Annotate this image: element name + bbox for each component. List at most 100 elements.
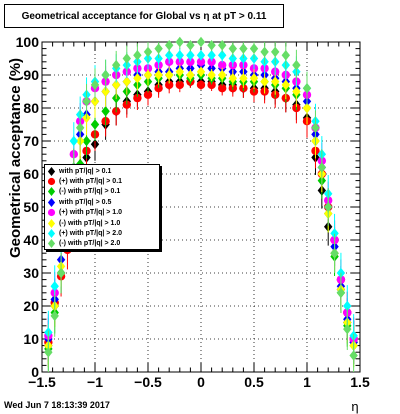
data-point [154, 53, 163, 64]
legend-marker [47, 197, 56, 207]
legend-marker-shape [47, 187, 56, 197]
data-point [302, 82, 312, 94]
data-point [175, 80, 184, 90]
series-8 [44, 36, 358, 372]
data-point [207, 69, 216, 81]
legend-label: (+) with pT/|q| > 1.0 [59, 209, 123, 217]
data-point [122, 76, 131, 87]
data-point [56, 267, 66, 279]
data-point [260, 46, 269, 58]
legend-entry: (+) with pT/|q| > 1.0 [47, 208, 157, 218]
y-tick-label: 10 [23, 331, 39, 347]
data-point [311, 122, 320, 134]
legend-entry: with pT/|q| > 0.5 [47, 197, 157, 207]
data-point [90, 79, 100, 91]
legend-label: with pT/|q| > 0.5 [59, 198, 112, 206]
data-point [249, 73, 259, 84]
data-point [218, 69, 227, 81]
legend-entry: (+) with pT/|q| > 0.1 [47, 176, 157, 186]
y-tick-label: 0 [31, 364, 39, 380]
data-point [281, 79, 290, 91]
legend-marker-shape [47, 166, 56, 176]
data-point [186, 63, 195, 74]
y-tick-label: 60 [23, 166, 39, 182]
data-point [186, 49, 195, 61]
data-point [101, 86, 110, 97]
legend-label: (-) with pT/|q| > 1.0 [59, 219, 121, 227]
data-point [82, 135, 91, 147]
data-point [133, 73, 142, 84]
data-point [75, 122, 85, 134]
legend-label: (+) with pT/|q| > 2.0 [59, 230, 123, 238]
legend-marker-shape [47, 197, 56, 207]
data-point [133, 49, 142, 61]
y-tick-label: 40 [23, 232, 39, 248]
data-point [228, 73, 237, 84]
y-tick-label: 30 [23, 265, 39, 281]
data-point [196, 49, 206, 61]
legend-marker-shape [47, 229, 56, 239]
data-point [302, 102, 312, 114]
data-point [239, 43, 248, 54]
data-point [260, 76, 269, 87]
data-point [186, 40, 195, 51]
data-point [292, 86, 301, 97]
x-axis-label: η [351, 399, 358, 414]
data-point [343, 323, 352, 335]
data-point [196, 66, 206, 77]
legend-marker [47, 239, 56, 249]
chart-title: Geometrical acceptance for Global vs η a… [4, 4, 284, 28]
y-tick-label: 90 [23, 67, 39, 83]
data-point [349, 350, 358, 361]
data-point [207, 49, 216, 61]
data-point [317, 162, 327, 173]
data-point [292, 59, 301, 71]
legend-entry: (-) with pT/|q| > 2.0 [47, 239, 157, 249]
data-point [281, 49, 290, 61]
data-point [154, 43, 163, 54]
data-point [165, 49, 174, 61]
y-tick-label: 100 [16, 34, 40, 50]
data-point [196, 57, 206, 66]
data-point [218, 40, 227, 51]
legend-label: (-) with pT/|q| > 0.1 [59, 188, 121, 196]
data-point [207, 57, 216, 66]
data-point [122, 53, 131, 64]
data-point [44, 346, 53, 358]
data-point [101, 106, 110, 117]
timestamp: Wed Jun 7 18:13:39 2017 [4, 400, 110, 410]
legend-marker [47, 187, 56, 197]
data-point [186, 69, 195, 81]
data-point [228, 53, 237, 64]
x-tick-label: −0.5 [134, 374, 162, 390]
data-point [154, 84, 163, 93]
data-point [239, 73, 248, 84]
data-point [218, 49, 227, 61]
data-point [343, 300, 352, 312]
legend-entry: (-) with pT/|q| > 1.0 [47, 218, 157, 228]
legend-label: (+) with pT/|q| > 0.1 [59, 178, 123, 186]
legend-entry: with pT/|q| > 0.1 [47, 166, 157, 176]
data-point [50, 280, 59, 292]
legend-marker [47, 218, 56, 228]
data-point [112, 79, 121, 91]
legend-label: (-) with pT/|q| > 2.0 [59, 240, 121, 248]
y-axis-label: Geometrical acceptance (%) [7, 58, 24, 258]
legend-marker [47, 177, 56, 186]
legend-entry: (+) with pT/|q| > 2.0 [47, 228, 157, 239]
data-point [196, 80, 206, 90]
y-tick-label: 20 [23, 298, 39, 314]
data-point [133, 93, 142, 103]
y-tick-label: 50 [23, 199, 39, 215]
x-tick-label: 0 [197, 374, 205, 390]
data-point [112, 59, 121, 71]
legend: with pT/|q| > 0.1 (+) with pT/|q| > 0.1 (-… [44, 164, 160, 250]
x-tick-label: 0.5 [244, 374, 264, 390]
data-point [271, 46, 280, 58]
data-point [143, 69, 153, 81]
data-point [101, 69, 110, 81]
legend-marker-shape [47, 177, 56, 186]
data-point [165, 69, 174, 81]
data-point [122, 100, 131, 109]
data-point [207, 80, 216, 90]
